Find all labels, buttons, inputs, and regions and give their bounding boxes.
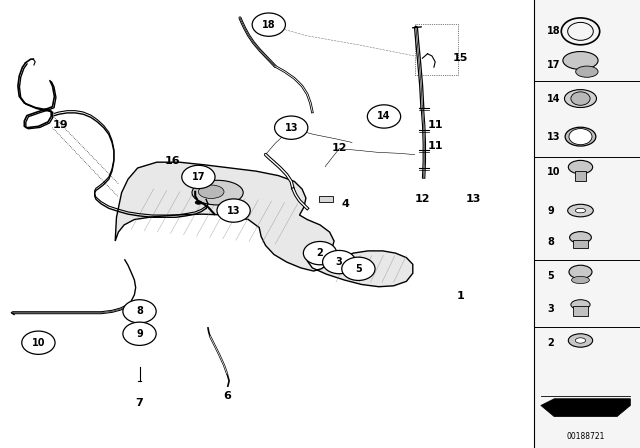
Ellipse shape: [563, 52, 598, 69]
Text: 11: 11: [428, 121, 443, 130]
Ellipse shape: [568, 204, 593, 217]
Bar: [415, 24, 458, 75]
Text: 2: 2: [317, 248, 323, 258]
Circle shape: [182, 165, 215, 189]
Text: 5: 5: [355, 264, 362, 274]
Circle shape: [123, 322, 156, 345]
Circle shape: [323, 250, 356, 274]
Bar: [573, 240, 588, 248]
Text: 9: 9: [547, 206, 554, 215]
Circle shape: [342, 257, 375, 280]
Circle shape: [571, 92, 590, 105]
Circle shape: [303, 241, 337, 265]
Text: 8: 8: [547, 237, 554, 247]
Ellipse shape: [572, 276, 589, 284]
Text: 11: 11: [428, 141, 443, 151]
Text: 12: 12: [332, 143, 347, 153]
Circle shape: [367, 105, 401, 128]
Ellipse shape: [575, 66, 598, 78]
Text: 19: 19: [53, 121, 68, 130]
Circle shape: [22, 331, 55, 354]
Ellipse shape: [569, 265, 592, 279]
Ellipse shape: [575, 208, 586, 213]
Text: 5: 5: [547, 271, 554, 280]
Circle shape: [217, 199, 250, 222]
Text: 17: 17: [547, 60, 561, 70]
Circle shape: [252, 13, 285, 36]
Ellipse shape: [575, 338, 586, 343]
Text: 18: 18: [547, 26, 561, 36]
Polygon shape: [115, 162, 413, 287]
Ellipse shape: [570, 232, 591, 243]
Text: 3: 3: [547, 304, 554, 314]
Text: 9: 9: [136, 329, 143, 339]
Text: 15: 15: [453, 53, 468, 63]
Text: 7: 7: [136, 398, 143, 408]
Circle shape: [123, 300, 156, 323]
Ellipse shape: [192, 180, 243, 205]
Ellipse shape: [571, 300, 590, 310]
Text: 00188721: 00188721: [566, 432, 605, 441]
Text: 4: 4: [342, 199, 349, 209]
Ellipse shape: [565, 127, 596, 146]
Text: 12: 12: [415, 194, 430, 204]
Bar: [573, 306, 588, 316]
Ellipse shape: [564, 90, 596, 108]
Circle shape: [275, 116, 308, 139]
Text: 16: 16: [165, 156, 180, 166]
Text: 13: 13: [466, 194, 481, 204]
Text: 2: 2: [547, 338, 554, 348]
Bar: [534, 0, 640, 448]
Text: 18: 18: [262, 20, 276, 30]
Ellipse shape: [195, 201, 202, 204]
Text: 3: 3: [336, 257, 342, 267]
Text: 17: 17: [191, 172, 205, 182]
Text: 6: 6: [223, 392, 231, 401]
Text: 10: 10: [31, 338, 45, 348]
Text: 13: 13: [547, 132, 561, 142]
Ellipse shape: [568, 160, 593, 174]
Text: 13: 13: [227, 206, 241, 215]
Text: 14: 14: [547, 94, 561, 103]
Text: 10: 10: [547, 168, 561, 177]
Bar: [319, 196, 333, 202]
Text: 1: 1: [457, 291, 465, 301]
Text: 8: 8: [136, 306, 143, 316]
Ellipse shape: [198, 185, 224, 198]
Polygon shape: [541, 399, 630, 417]
Text: 14: 14: [377, 112, 391, 121]
Ellipse shape: [568, 334, 593, 347]
Circle shape: [569, 129, 592, 145]
Text: 13: 13: [284, 123, 298, 133]
Bar: [575, 171, 586, 181]
